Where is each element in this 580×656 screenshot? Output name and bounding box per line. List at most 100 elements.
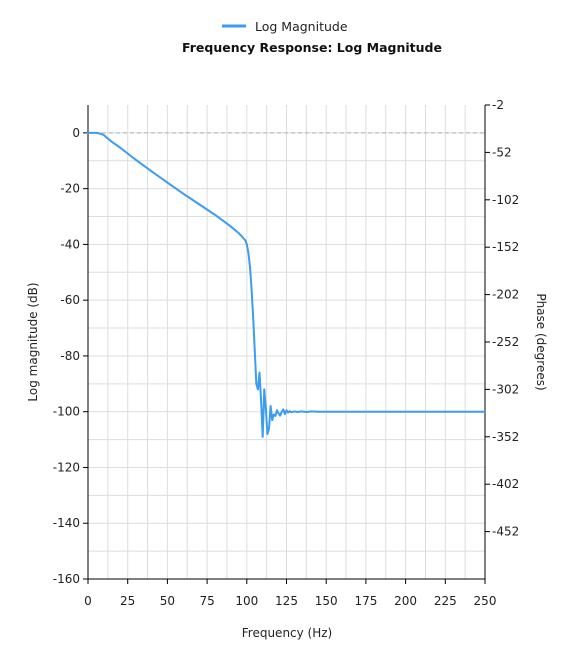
data-point <box>198 203 201 206</box>
x-tick-label: 225 <box>434 594 457 608</box>
x-tick-label: 75 <box>199 594 214 608</box>
data-point <box>279 414 282 417</box>
y2-tick-label: -452 <box>492 525 519 539</box>
x-axis-title: Frequency (Hz) <box>242 626 333 640</box>
x-tick-label: 175 <box>354 594 377 608</box>
data-point <box>230 225 232 228</box>
y2-tick-label: -152 <box>492 240 519 254</box>
axes: 0 25 50 75 100 125 150 175 200 225 250 0 -20 -40 -60 -8… <box>53 98 519 608</box>
data-point <box>118 146 121 149</box>
y2-axis-title: Phase (degrees) <box>534 293 548 390</box>
data-point <box>253 349 256 352</box>
data-point <box>255 382 258 385</box>
data-point <box>271 419 274 421</box>
data-point <box>287 411 289 414</box>
x-tick-label: 250 <box>474 594 497 608</box>
data-point <box>214 213 216 216</box>
legend: Log Magnitude <box>222 19 348 34</box>
x-tick-label: 0 <box>84 594 92 608</box>
y-tick-label: -40 <box>60 237 80 251</box>
data-point <box>341 410 343 413</box>
data-point <box>274 414 277 417</box>
x-tick-label: 25 <box>120 594 135 608</box>
data-point <box>110 140 113 143</box>
data-point <box>261 435 264 438</box>
y2-tick-label: -402 <box>492 477 519 491</box>
data-point <box>296 411 299 413</box>
data-point <box>95 131 97 134</box>
x-tick-label: 200 <box>394 594 417 608</box>
data-point <box>166 181 169 184</box>
data-point <box>99 132 102 135</box>
data-point <box>106 137 108 139</box>
data-point <box>182 192 185 195</box>
data-point <box>309 410 312 413</box>
y-tick-label: -120 <box>53 460 80 474</box>
x-tick-label: 100 <box>235 594 258 608</box>
data-point <box>325 410 328 413</box>
grid <box>88 105 485 579</box>
y-tick-label: 0 <box>72 126 80 140</box>
y2-tick-label: -352 <box>492 430 519 444</box>
data-point <box>245 243 248 246</box>
data-point <box>282 408 285 411</box>
data-point <box>372 410 375 413</box>
y2-tick-label: -202 <box>492 288 519 302</box>
data-point <box>87 131 89 134</box>
data-point <box>293 410 296 413</box>
data-point <box>269 405 272 408</box>
data-point <box>272 413 275 416</box>
data-point <box>299 410 302 413</box>
legend-label: Log Magnitude <box>255 19 348 34</box>
data-point <box>306 411 309 413</box>
data-point <box>276 409 278 412</box>
data-point <box>244 239 247 242</box>
data-point <box>444 410 447 413</box>
data-point <box>285 409 288 412</box>
data-point <box>280 410 283 413</box>
x-tick-label: 125 <box>275 594 298 608</box>
data-point <box>252 316 255 318</box>
y2-tick-label: -2 <box>492 98 504 112</box>
data-point <box>250 288 253 290</box>
data-point <box>284 413 286 415</box>
data-point <box>264 408 267 410</box>
plot-area <box>87 131 486 438</box>
data-point <box>237 232 240 235</box>
y-tick-label: -160 <box>53 572 80 586</box>
y2-tick-label: -52 <box>492 145 512 159</box>
y-tick-label: -140 <box>53 516 80 530</box>
data-point <box>150 170 153 173</box>
y-tick-label: -100 <box>53 405 80 419</box>
data-point <box>288 410 291 413</box>
y-tick-label: -80 <box>60 349 80 363</box>
data-point <box>258 371 261 374</box>
y-tick-label: -20 <box>60 182 80 196</box>
data-point <box>102 134 105 137</box>
y2-tick-label: -302 <box>492 382 519 396</box>
y2-tick-label: -102 <box>492 193 519 207</box>
data-point <box>404 410 407 413</box>
data-point <box>357 410 359 413</box>
x-tick-label: 150 <box>315 594 338 608</box>
data-point <box>388 410 391 413</box>
chart-title: Frequency Response: Log Magnitude <box>182 40 442 55</box>
data-point <box>260 399 262 402</box>
data-point <box>484 410 486 413</box>
y2-tick-label: -252 <box>492 335 519 349</box>
data-point <box>263 388 266 391</box>
data-point <box>249 265 251 268</box>
y-axis-title: Log magnitude (dB) <box>26 282 40 401</box>
data-point <box>247 251 250 254</box>
data-point <box>241 235 243 238</box>
data-point <box>317 410 320 413</box>
x-tick-label: 50 <box>160 594 175 608</box>
data-point <box>268 427 270 430</box>
data-point <box>134 158 137 161</box>
data-point <box>277 412 280 415</box>
data-point <box>257 388 259 391</box>
y-tick-label: -60 <box>60 293 80 307</box>
data-point <box>266 433 269 435</box>
data-point <box>303 410 305 413</box>
